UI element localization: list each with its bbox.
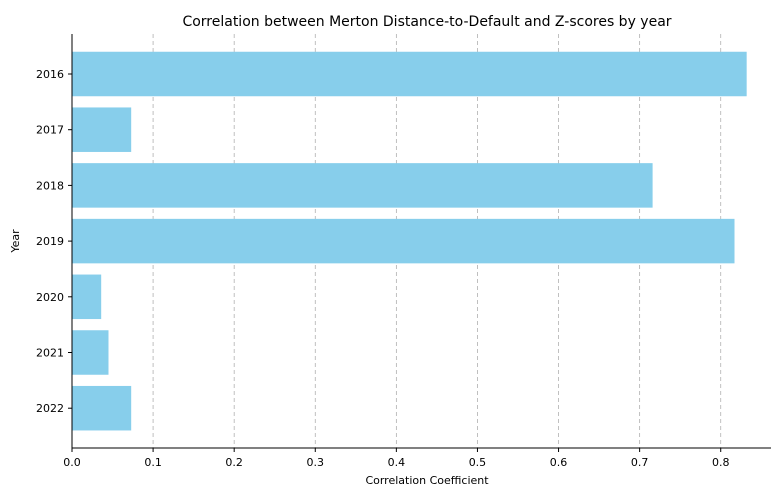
bar-2016 — [72, 51, 747, 97]
y-tick-label: 2020 — [36, 291, 64, 304]
bar-2017 — [72, 107, 132, 152]
x-axis-label: Correlation Coefficient — [365, 474, 489, 487]
x-tick-label: 0.0 — [63, 456, 81, 469]
bar-2020 — [72, 274, 102, 320]
bar-2018 — [72, 163, 653, 208]
y-ticks: 2016 2017 2018 2019 2020 2021 2022 — [36, 68, 72, 415]
y-tick-label: 2021 — [36, 347, 64, 360]
chart-title: Correlation between Merton Distance-to-D… — [182, 14, 671, 30]
y-axis-label: Year — [9, 229, 22, 254]
x-tick-label: 0.4 — [388, 456, 406, 469]
x-tick-label: 0.2 — [225, 456, 243, 469]
y-tick-label: 2022 — [36, 402, 64, 415]
x-tick-label: 0.6 — [550, 456, 568, 469]
bar-2021 — [72, 330, 109, 375]
y-tick-label: 2017 — [36, 124, 64, 137]
y-tick-label: 2016 — [36, 68, 64, 81]
x-ticks: 0.0 0.1 0.2 0.3 0.4 0.5 0.6 0.7 0.8 — [63, 448, 729, 469]
y-tick-label: 2019 — [36, 235, 64, 248]
bar-2022 — [72, 385, 132, 431]
bars — [72, 51, 747, 431]
y-tick-label: 2018 — [36, 179, 64, 192]
x-tick-label: 0.1 — [144, 456, 162, 469]
x-tick-label: 0.5 — [469, 456, 487, 469]
x-tick-label: 0.3 — [307, 456, 325, 469]
bar-2019 — [72, 218, 735, 264]
x-tick-label: 0.7 — [631, 456, 649, 469]
x-tick-label: 0.8 — [712, 456, 730, 469]
